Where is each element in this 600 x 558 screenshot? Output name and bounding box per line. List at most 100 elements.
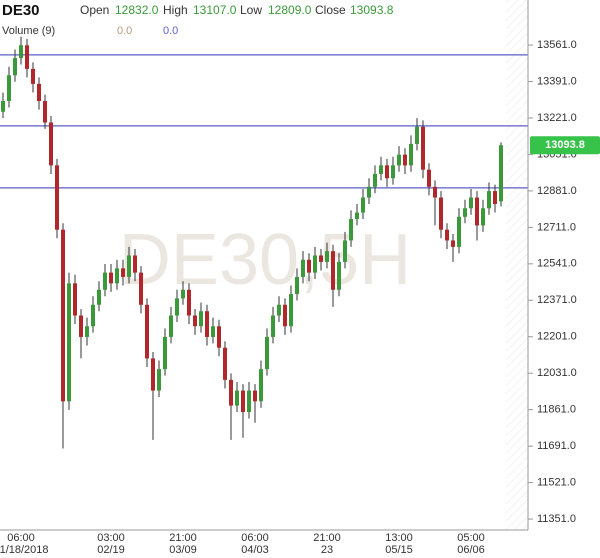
y-tick-label: 13561.0 <box>537 39 577 51</box>
candle-body <box>121 268 125 277</box>
candle-body <box>367 186 371 198</box>
candle-body <box>385 165 389 179</box>
candle-body <box>313 255 317 273</box>
candle-body <box>409 143 413 166</box>
candle-body <box>481 208 485 226</box>
y-tick-label: 13221.0 <box>537 112 577 124</box>
x-tick-label: 23 <box>321 544 333 556</box>
candle-body <box>109 272 113 284</box>
candle-body <box>457 216 461 247</box>
price-box <box>530 136 600 155</box>
x-tick-label: 06:00 <box>7 532 35 544</box>
candle-body <box>133 255 137 273</box>
candle-body <box>223 347 227 380</box>
y-tick-label: 11521.0 <box>537 477 576 489</box>
candle-body <box>145 304 149 359</box>
candle-body <box>403 154 407 166</box>
field-value: 12832.0 <box>115 3 159 17</box>
candle-body <box>247 390 251 413</box>
x-tick-label: 05/15 <box>385 544 413 556</box>
candle-body <box>13 58 17 76</box>
y-tick-label: 12371.0 <box>537 294 577 306</box>
candle-body <box>265 336 269 370</box>
y-tick-label: 12711.0 <box>537 221 576 233</box>
candle-body <box>229 379 233 406</box>
candle-body <box>37 83 41 102</box>
x-tick-label: 05:00 <box>457 532 485 544</box>
x-tick-label: 01/18/2018 <box>0 544 49 556</box>
candle-body <box>277 304 281 316</box>
y-tick-label: 11691.0 <box>537 440 576 452</box>
candle-body <box>151 358 155 391</box>
field-value: 13093.8 <box>350 3 394 17</box>
candle-body <box>259 369 263 402</box>
x-tick-label: 04/03 <box>241 544 269 556</box>
candle-body <box>343 240 347 262</box>
x-tick-label: 03/09 <box>169 544 197 556</box>
candle-body <box>199 311 203 327</box>
volume-label: Volume (9) <box>2 25 55 37</box>
symbol: DE30 <box>2 2 40 19</box>
plot <box>0 36 528 449</box>
candle-body <box>433 186 437 198</box>
candle-body <box>91 304 95 327</box>
candle-body <box>301 259 305 277</box>
candle-body <box>319 255 323 262</box>
candle-body <box>73 283 77 316</box>
x-tick-label: 03:00 <box>97 532 125 544</box>
candle-body <box>397 154 401 166</box>
candle-body <box>361 197 365 213</box>
candle-body <box>475 197 479 226</box>
candle-body <box>103 272 107 290</box>
field-value: 12809.0 <box>268 3 312 17</box>
candle-body <box>19 45 23 59</box>
candle-body <box>295 276 299 295</box>
candle-body <box>169 315 173 337</box>
candle-body <box>127 255 131 277</box>
candle-body <box>157 369 161 391</box>
volume-value: 0.0 <box>163 25 178 37</box>
candle-body <box>349 218 353 241</box>
candle-body <box>439 197 443 230</box>
candle-body <box>61 229 65 402</box>
watermark: DE30,5H <box>119 220 411 300</box>
x-tick-label: 02/19 <box>97 544 125 556</box>
candle-body <box>373 173 377 187</box>
candle-body <box>289 294 293 327</box>
candle-body <box>493 191 497 204</box>
candle-body <box>193 315 197 327</box>
candle-body <box>79 315 83 337</box>
x-tick-label: 21:00 <box>313 532 341 544</box>
candle-body <box>421 126 425 170</box>
x-tick-label: 21:00 <box>169 532 197 544</box>
field-label: Close <box>315 3 346 17</box>
candle-body <box>283 304 287 327</box>
candle-body <box>85 326 89 337</box>
candle-body <box>139 272 143 305</box>
candle-body <box>235 390 239 406</box>
candle-body <box>451 240 455 247</box>
candle-body <box>355 212 359 219</box>
y-tick-label: 12201.0 <box>537 331 577 343</box>
x-tick-label: 06:00 <box>241 532 269 544</box>
candle-body <box>499 145 503 202</box>
candle-body <box>337 261 341 290</box>
candle-body <box>271 315 275 337</box>
candle-body <box>487 191 491 209</box>
x-tick-label: 13:00 <box>385 532 413 544</box>
y-tick-label: 11861.0 <box>537 404 576 416</box>
volume-value: 0.0 <box>117 25 132 37</box>
candle-body <box>49 122 53 166</box>
candle-body <box>307 259 311 273</box>
y-tick-label: 13391.0 <box>537 75 577 87</box>
candle-body <box>415 126 419 144</box>
candle-body <box>379 165 383 174</box>
candle-body <box>43 101 47 123</box>
y-tick-label: 12881.0 <box>537 185 577 197</box>
field-value: 13107.0 <box>193 3 237 17</box>
y-tick-label: 12031.0 <box>537 367 577 379</box>
candle-body <box>253 390 257 402</box>
candle-body <box>391 165 395 179</box>
candle-body <box>115 268 119 284</box>
